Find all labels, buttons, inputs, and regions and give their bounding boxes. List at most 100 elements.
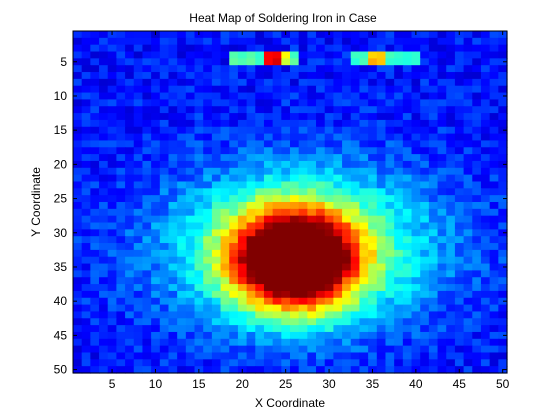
heatmap-cell <box>211 78 222 87</box>
heatmap-cell <box>237 318 248 326</box>
heatmap-cell <box>420 359 430 367</box>
heatmap-cell <box>489 37 499 46</box>
heatmap-cell <box>428 188 439 196</box>
heatmap-cell <box>385 236 395 244</box>
heatmap-cell <box>142 154 152 162</box>
heatmap-cell <box>246 236 256 244</box>
heatmap-cell <box>81 78 91 87</box>
heatmap-cell <box>272 284 282 292</box>
heatmap-cell <box>411 263 421 271</box>
heatmap-cell <box>220 140 230 148</box>
heatmap-cell <box>263 65 274 73</box>
heatmap-cell <box>90 229 100 237</box>
heatmap-cell <box>159 345 170 354</box>
heatmap-cell <box>402 359 413 367</box>
heatmap-cell <box>272 352 282 360</box>
heatmap-cell <box>350 181 361 189</box>
heatmap-cell <box>402 160 413 169</box>
heatmap-cell <box>342 65 352 73</box>
heatmap-cell <box>272 215 282 224</box>
heatmap-cell <box>498 243 508 251</box>
heatmap-cell <box>246 215 256 224</box>
heatmap-cell <box>133 37 144 46</box>
heatmap-cell <box>142 325 152 333</box>
heatmap-cell <box>385 160 395 169</box>
heatmap-cell <box>290 236 300 244</box>
heatmap-cell <box>394 352 404 360</box>
heatmap-cell <box>142 263 152 271</box>
heatmap-cell <box>99 160 109 169</box>
heatmap-cell <box>151 140 161 148</box>
heatmap-cell <box>350 318 361 326</box>
heatmap-cell <box>125 160 135 169</box>
heatmap-cell <box>290 44 300 53</box>
heatmap-cell <box>463 256 473 265</box>
heatmap-cell <box>237 119 248 128</box>
heatmap-cell <box>298 44 308 53</box>
heatmap-cell <box>90 37 100 46</box>
heatmap-cell <box>420 311 430 319</box>
heatmap-cell <box>168 106 178 114</box>
heatmap-cell <box>394 44 404 53</box>
heatmap-cell <box>307 37 317 46</box>
heatmap-cell <box>263 202 274 210</box>
heatmap-cell <box>376 113 387 121</box>
heatmap-cell <box>411 99 421 107</box>
heatmap-cell <box>90 215 100 224</box>
heatmap-cell <box>90 65 100 73</box>
heatmap-cell <box>177 72 187 80</box>
heatmap-cell <box>342 37 352 46</box>
heatmap-cell <box>307 277 317 285</box>
heatmap-cell <box>203 119 213 128</box>
heatmap-cell <box>125 58 135 66</box>
heatmap-cell <box>151 290 161 299</box>
heatmap-cell <box>99 284 109 292</box>
heatmap-cell <box>394 304 404 313</box>
heatmap-cell <box>420 37 430 46</box>
heatmap-cell <box>229 58 239 66</box>
heatmap-cell <box>272 236 282 244</box>
heatmap-cell <box>420 304 430 313</box>
heatmap-cell <box>107 44 117 53</box>
heatmap-cell <box>472 113 482 121</box>
heatmap-cell <box>446 167 456 176</box>
heatmap-cell <box>428 92 439 100</box>
heatmap-cell <box>263 174 274 183</box>
heatmap-cell <box>229 222 239 230</box>
heatmap-cell <box>237 37 248 46</box>
heatmap-cell <box>446 318 456 326</box>
heatmap-cell <box>324 37 334 46</box>
heatmap-cell <box>168 133 178 142</box>
heatmap-cell <box>255 284 265 292</box>
heatmap-cell <box>73 304 83 313</box>
heatmap-cell <box>246 106 256 114</box>
heatmap-cell <box>220 297 230 306</box>
heatmap-cell <box>454 167 465 176</box>
heatmap-cell <box>229 44 239 53</box>
heatmap-cell <box>480 126 491 135</box>
heatmap-cell <box>498 270 508 278</box>
heatmap-cell <box>263 208 274 217</box>
heatmap-cell <box>229 106 239 114</box>
heatmap-cell <box>107 304 117 313</box>
heatmap-cell <box>203 174 213 183</box>
heatmap-cell <box>420 133 430 142</box>
heatmap-cell <box>99 352 109 360</box>
heatmap-cell <box>368 140 378 148</box>
heatmap-cell <box>159 284 170 292</box>
heatmap-cell <box>489 78 499 87</box>
heatmap-cell <box>281 284 291 292</box>
heatmap-cell <box>298 215 308 224</box>
heatmap-cell <box>385 99 395 107</box>
heatmap-cell <box>177 256 187 265</box>
heatmap-cell <box>307 304 317 313</box>
heatmap-cell <box>428 304 439 313</box>
heatmap-cell <box>159 195 170 203</box>
heatmap-cell <box>316 270 326 278</box>
heatmap-cell <box>446 154 456 162</box>
heatmap-cell <box>177 167 187 176</box>
heatmap-cell <box>324 160 334 169</box>
heatmap-cell <box>350 119 361 128</box>
heatmap-cell <box>81 331 91 340</box>
heatmap-cell <box>151 215 161 224</box>
